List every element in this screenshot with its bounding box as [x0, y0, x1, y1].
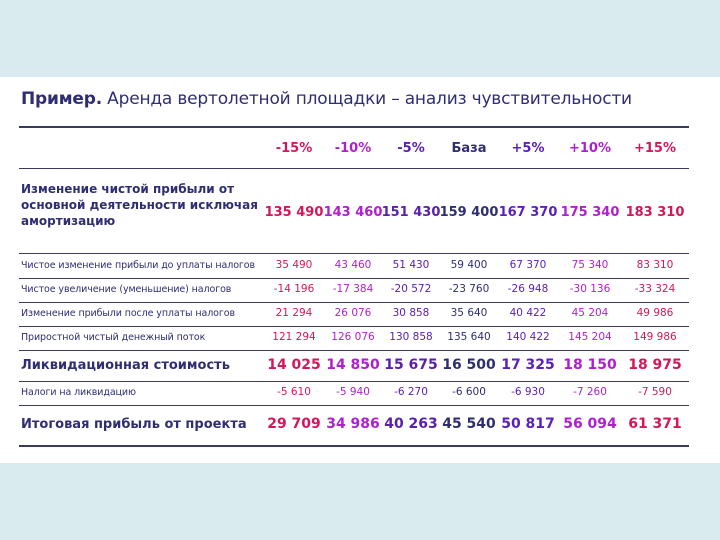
column-header: -15%	[275, 141, 313, 156]
cell-value: -7 590	[638, 386, 672, 398]
column-header: +10%	[568, 141, 611, 156]
cell-value: 183 310	[625, 205, 685, 220]
row-label-line: Изменение чистой прибыли от	[21, 182, 235, 196]
cell-value: 51 430	[392, 259, 430, 271]
cell-value: -5 610	[277, 386, 311, 398]
cell-value: 135 640	[447, 331, 491, 343]
cell-value: 135 490	[264, 205, 324, 220]
title-prefix: Пример.	[21, 89, 102, 109]
cell-value: -33 324	[634, 283, 676, 295]
slide-title: Пример. Аренда вертолетной площадки – ан…	[21, 89, 632, 109]
cell-value: 75 340	[571, 259, 609, 271]
row-label-line: амортизацию	[21, 214, 116, 228]
cell-value: -17 384	[332, 283, 374, 295]
column-header: +5%	[511, 141, 545, 156]
slide-panel	[0, 77, 720, 463]
row-label: Изменение прибыли после уплаты налогов	[21, 308, 235, 319]
cell-value: 56 094	[563, 416, 617, 432]
cell-value: 30 858	[392, 307, 430, 319]
title-text: Аренда вертолетной площадки – анализ чув…	[101, 89, 632, 109]
row-separator	[19, 350, 689, 351]
cell-value: 21 294	[275, 307, 313, 319]
cell-value: 83 310	[636, 259, 674, 271]
row-label: Ликвидационная стоимость	[21, 358, 230, 373]
cell-value: -14 196	[273, 283, 315, 295]
cell-value: 140 422	[506, 331, 550, 343]
cell-value: 43 460	[334, 259, 372, 271]
cell-value: 35 490	[275, 259, 313, 271]
row-label: Чистое изменение прибыли до уплаты налог…	[21, 260, 256, 271]
cell-value: 67 370	[509, 259, 547, 271]
cell-value: 35 640	[450, 307, 488, 319]
column-header: +15%	[633, 141, 676, 156]
cell-value: -23 760	[448, 283, 490, 295]
cell-value: 14 850	[326, 357, 380, 373]
table-top-rule	[19, 126, 689, 128]
row-separator	[19, 405, 689, 406]
cell-value: 34 986	[326, 416, 380, 432]
cell-value: 14 025	[267, 357, 321, 373]
cell-value: 15 675	[384, 357, 438, 373]
cell-value: 45 540	[442, 416, 496, 432]
cell-value: 61 371	[628, 416, 682, 432]
cell-value: 17 325	[501, 357, 555, 373]
row-label: Приростной чистый денежный поток	[21, 332, 206, 343]
row-label: Итоговая прибыль от проекта	[21, 417, 247, 432]
row-separator	[19, 326, 689, 327]
cell-value: 121 294	[272, 331, 316, 343]
row-separator	[19, 278, 689, 279]
cell-value: 159 400	[439, 205, 499, 220]
cell-value: 40 263	[384, 416, 438, 432]
cell-value: 130 858	[389, 331, 433, 343]
cell-value: 18 150	[563, 357, 617, 373]
row-separator	[19, 253, 689, 254]
cell-value: 126 076	[331, 331, 375, 343]
row-label: Чистое увеличение (уменьшение) налогов	[21, 284, 232, 295]
cell-value: -6 600	[452, 386, 486, 398]
cell-value: 149 986	[633, 331, 677, 343]
column-header: -10%	[334, 141, 372, 156]
cell-value: -26 948	[507, 283, 549, 295]
row-separator	[19, 381, 689, 382]
row-label: Изменение чистой прибыли от основной дея…	[21, 181, 258, 229]
header-bottom-rule	[19, 168, 689, 169]
cell-value: 45 204	[571, 307, 609, 319]
cell-value: -5 940	[336, 386, 370, 398]
cell-value: 151 430	[381, 205, 441, 220]
row-label: Налоги на ликвидацию	[21, 387, 136, 398]
cell-value: 29 709	[267, 416, 321, 432]
row-separator	[19, 302, 689, 303]
cell-value: 26 076	[334, 307, 372, 319]
cell-value: 18 975	[628, 357, 682, 373]
cell-value: -6 270	[394, 386, 428, 398]
row-label-line: основной деятельности исключая	[21, 198, 258, 212]
column-header: -5%	[397, 141, 425, 156]
cell-value: 16 500	[442, 357, 496, 373]
cell-value: -7 260	[573, 386, 607, 398]
cell-value: 40 422	[509, 307, 547, 319]
cell-value: 167 370	[498, 205, 558, 220]
cell-value: 59 400	[450, 259, 488, 271]
table-bottom-rule	[19, 445, 689, 447]
cell-value: -6 930	[511, 386, 545, 398]
cell-value: -30 136	[569, 283, 611, 295]
column-header: База	[451, 141, 487, 156]
cell-value: 145 204	[568, 331, 612, 343]
cell-value: -20 572	[390, 283, 432, 295]
cell-value: 50 817	[501, 416, 555, 432]
cell-value: 49 986	[636, 307, 674, 319]
cell-value: 143 460	[323, 205, 383, 220]
cell-value: 175 340	[560, 205, 620, 220]
